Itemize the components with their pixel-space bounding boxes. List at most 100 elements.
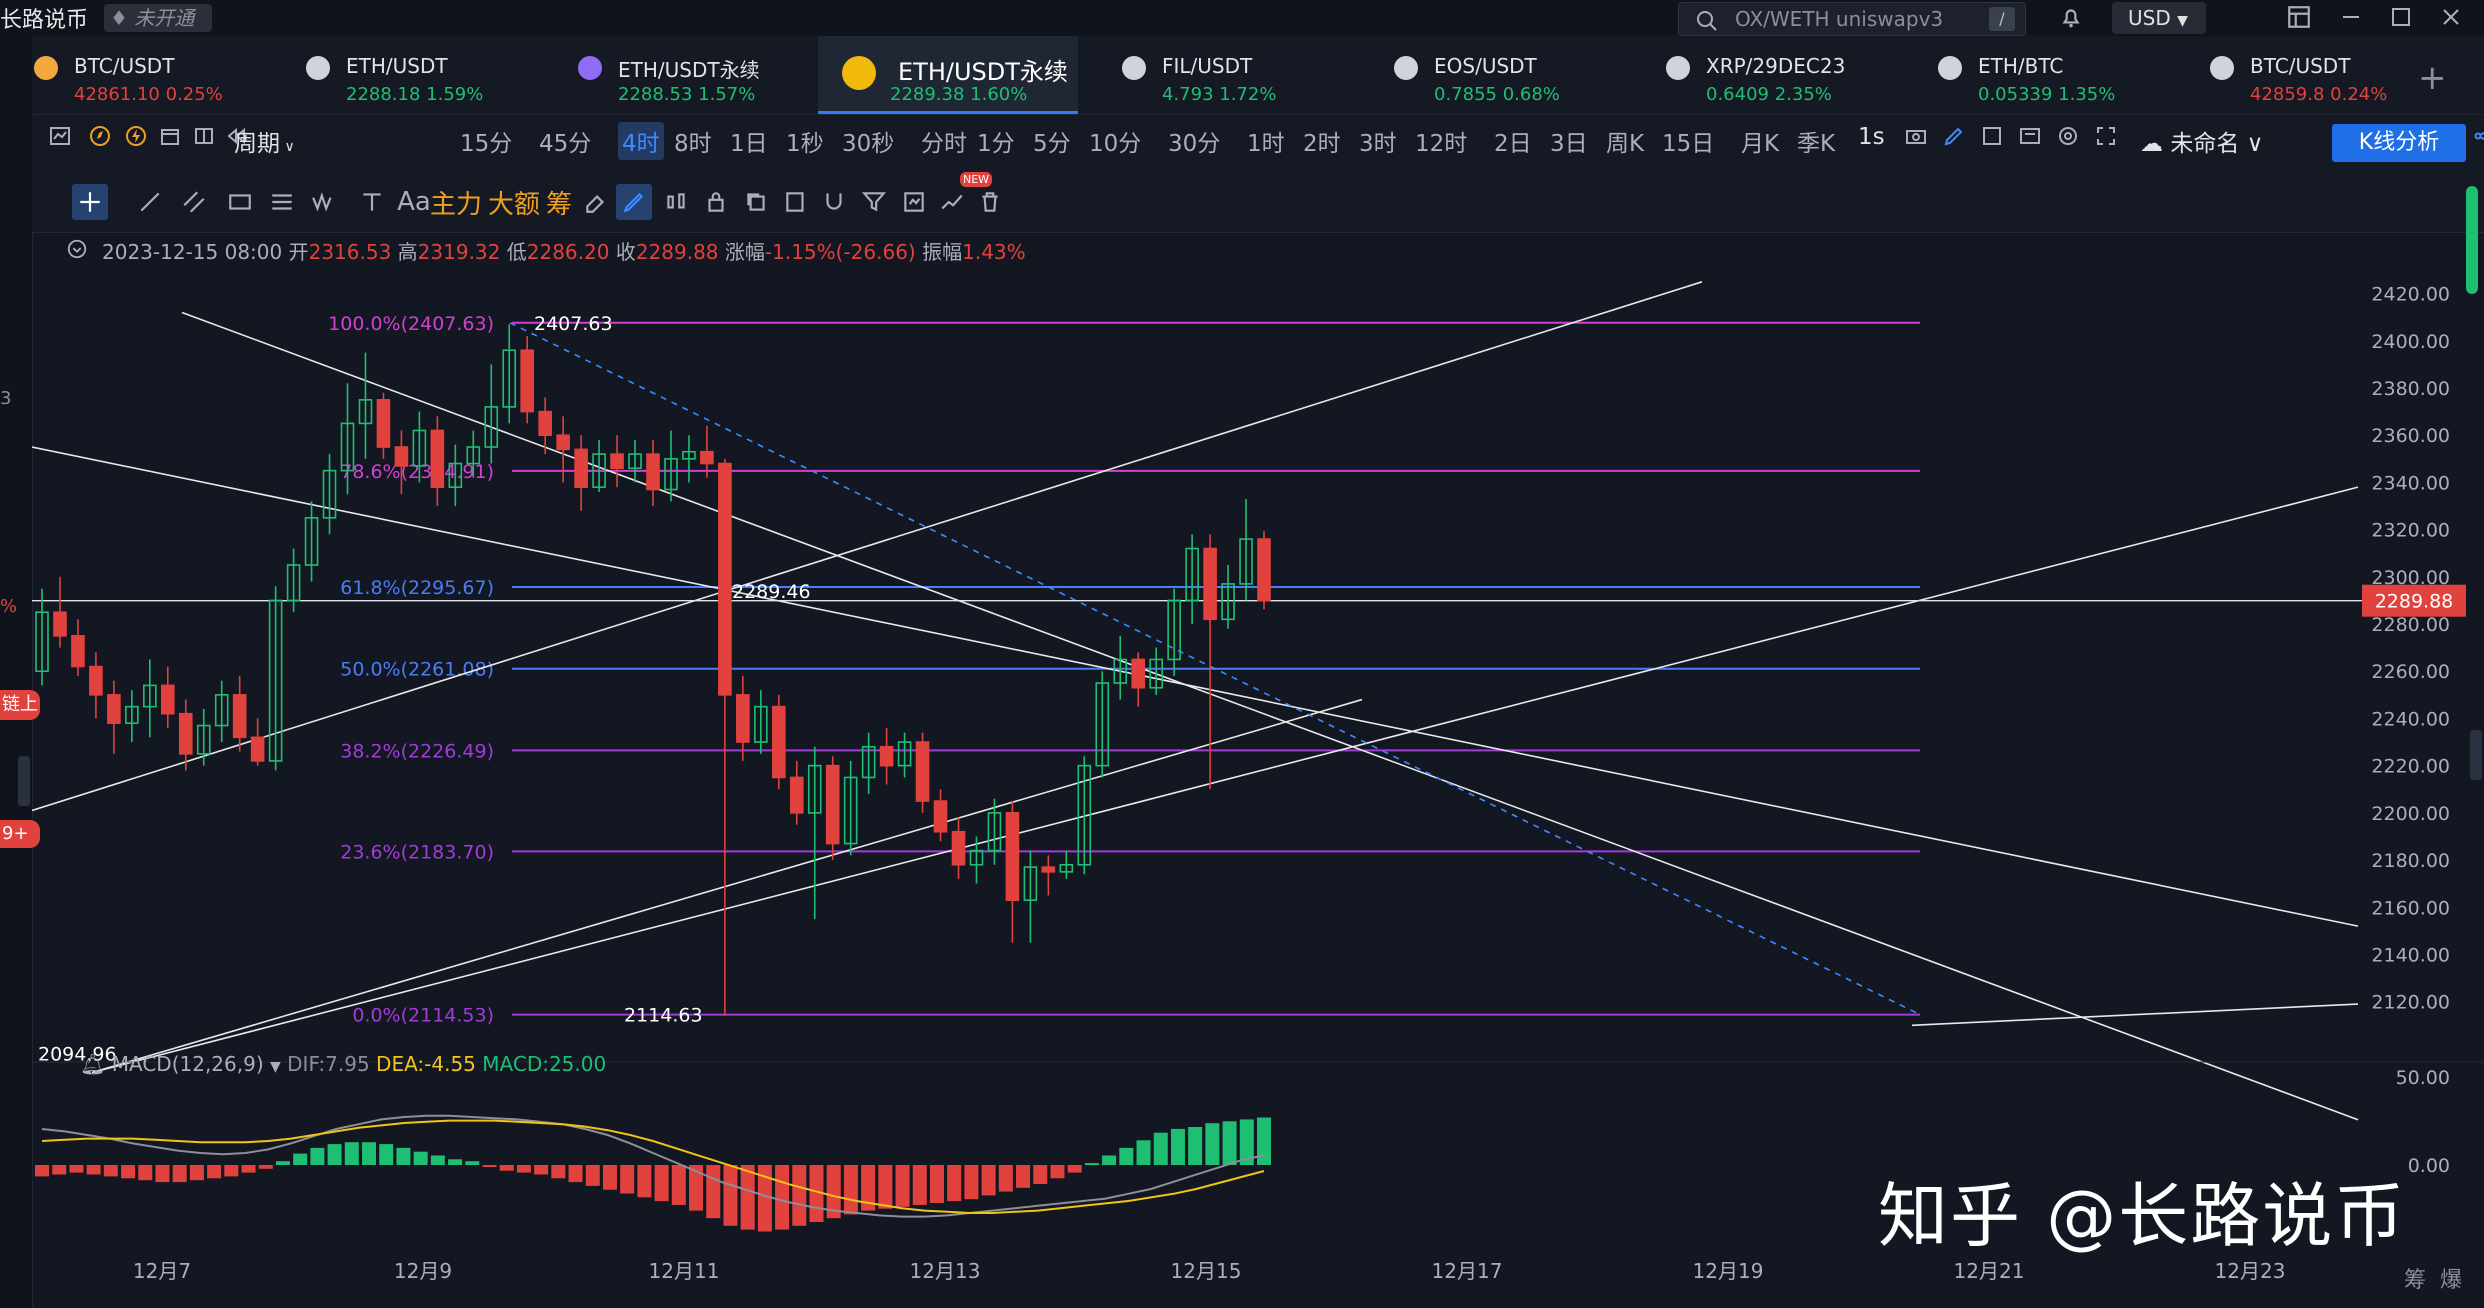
- macd-bar: [275, 1161, 290, 1165]
- period-item[interactable]: 2日: [1494, 131, 1532, 157]
- chart-type-icon[interactable]: [48, 124, 72, 154]
- macd-label[interactable]: MACD(12,26,9): [111, 1052, 264, 1076]
- minimize-icon[interactable]: [2336, 2, 2366, 32]
- period-item[interactable]: 3时: [1359, 131, 1397, 157]
- period-item[interactable]: 15日: [1662, 131, 1715, 157]
- lightning-icon[interactable]: [124, 124, 148, 154]
- compass-icon[interactable]: [88, 124, 112, 154]
- ticker-tab[interactable]: FIL/USDT 4.793 1.72%: [1090, 36, 1362, 114]
- calendar-icon[interactable]: [158, 124, 182, 154]
- right-scrollbar[interactable]: [2466, 186, 2478, 294]
- period-item[interactable]: 3日: [1550, 131, 1588, 157]
- period-item[interactable]: 1秒: [786, 131, 824, 157]
- measure-icon[interactable]: [354, 184, 390, 220]
- edit-icon[interactable]: [778, 184, 814, 220]
- period-item[interactable]: 30秒: [842, 131, 895, 157]
- layout-icon[interactable]: [2284, 2, 2314, 32]
- notification-count[interactable]: 9+: [0, 820, 40, 848]
- candle-pattern-icon[interactable]: [658, 184, 694, 220]
- period-item[interactable]: 1分: [977, 131, 1015, 157]
- chevron-down-icon[interactable]: ▼: [270, 1059, 281, 1075]
- filter-icon[interactable]: [856, 184, 892, 220]
- ticker-tab[interactable]: ETH/USDT永续 2288.53 1.57%: [546, 36, 818, 114]
- eye-toggle-icon[interactable]: [66, 238, 88, 260]
- footer-chip-icon[interactable]: 筹: [2404, 1268, 2427, 1293]
- camera-icon[interactable]: [1904, 124, 1928, 154]
- period-item[interactable]: 2时: [1303, 131, 1341, 157]
- fib-level-label: 23.6%(2183.70): [340, 841, 494, 863]
- period-item[interactable]: 12时: [1415, 131, 1468, 157]
- text-tool-icon[interactable]: Aa: [397, 187, 431, 217]
- strategy-icon[interactable]: [934, 184, 970, 220]
- eraser-icon[interactable]: [578, 184, 614, 220]
- chip-tool[interactable]: 筹: [546, 190, 573, 220]
- period-item[interactable]: 45分: [539, 131, 592, 157]
- indicator-icon[interactable]: [2018, 124, 2042, 154]
- period-item[interactable]: 5分: [1033, 131, 1071, 157]
- ticker-tab[interactable]: BTC/USDT 42859.8 0.24%: [2178, 36, 2450, 114]
- y-tick-label: 2340.00: [2371, 472, 2450, 494]
- candle-body: [466, 446, 481, 465]
- price-chart[interactable]: 2420.00 2400.00 2380.00 2360.00 2340.00 2320.…: [32, 230, 2484, 1308]
- currency-select[interactable]: USD ▼: [2112, 2, 2206, 34]
- period-item[interactable]: 8时: [674, 131, 712, 157]
- sync-icon[interactable]: [896, 184, 932, 220]
- interval-1s[interactable]: 1s: [1858, 124, 1885, 150]
- ticker-tab[interactable]: EOS/USDT 0.7855 0.68%: [1362, 36, 1634, 114]
- period-item[interactable]: 周K: [1606, 131, 1645, 157]
- large-order-tool[interactable]: 大额: [488, 190, 541, 220]
- search-input[interactable]: OX/WETH uniswapv3 /: [1678, 2, 2026, 36]
- crosshair-icon[interactable]: [72, 184, 108, 220]
- macd-bar: [654, 1165, 669, 1202]
- copy-icon[interactable]: [738, 184, 774, 220]
- period-item[interactable]: 4时: [618, 122, 664, 160]
- onchain-tag[interactable]: 链上: [0, 690, 40, 720]
- period-item[interactable]: 15分: [460, 131, 513, 157]
- period-item[interactable]: 10分: [1089, 131, 1142, 157]
- layout-name[interactable]: ☁ 未命名 ∨: [2140, 131, 2264, 157]
- kline-analysis-button[interactable]: K线分析: [2332, 124, 2466, 162]
- period-item[interactable]: 月K: [1741, 131, 1780, 157]
- status-badge[interactable]: ♦ 未开通: [104, 4, 212, 32]
- period-item[interactable]: 1日: [730, 131, 768, 157]
- ticker-tab[interactable]: ETH/USDT 2288.18 1.59%: [274, 36, 546, 114]
- fullscreen-icon[interactable]: [2094, 124, 2118, 154]
- trash-icon[interactable]: [972, 184, 1008, 220]
- period-item[interactable]: 分时: [921, 131, 967, 157]
- alert-icon[interactable]: [1980, 124, 2004, 154]
- pen-icon[interactable]: [1942, 124, 1966, 154]
- period-item[interactable]: 30分: [1168, 131, 1221, 157]
- close-icon[interactable]: [2436, 2, 2466, 32]
- ticker-tab[interactable]: ETH/BTC 0.05339 1.35%: [1906, 36, 2178, 114]
- share-icon[interactable]: [2472, 124, 2484, 154]
- main-force-tool[interactable]: 主力: [430, 190, 483, 220]
- left-collapse-handle[interactable]: [18, 756, 30, 806]
- maximize-icon[interactable]: [2386, 2, 2416, 32]
- bell-icon[interactable]: [2056, 2, 2086, 32]
- period-select[interactable]: 周期 ∨: [234, 124, 295, 158]
- period-item[interactable]: 季K: [1797, 131, 1836, 157]
- trendline-icon[interactable]: [132, 184, 168, 220]
- settings-icon[interactable]: [2056, 124, 2080, 154]
- open-label: 开: [288, 240, 309, 264]
- ticker-tab[interactable]: BTC/USDT 42861.10 0.25%: [2, 36, 274, 114]
- right-collapse-handle[interactable]: [2470, 730, 2482, 780]
- footer-liquidation-icon[interactable]: 爆: [2440, 1268, 2463, 1293]
- fib-icon[interactable]: [264, 184, 300, 220]
- status-badge-label: 未开通: [134, 6, 195, 30]
- rewind-icon[interactable]: [224, 124, 248, 154]
- parallel-channel-icon[interactable]: [176, 184, 212, 220]
- book-icon[interactable]: [192, 124, 216, 154]
- rectangle-icon[interactable]: [222, 184, 258, 220]
- lock-icon[interactable]: [698, 184, 734, 220]
- ticker-tab[interactable]: XRP/29DEC23 0.6409 2.35%: [1634, 36, 1906, 114]
- bell-icon[interactable]: 🔔︎: [80, 1052, 106, 1076]
- period-item[interactable]: 1时: [1247, 131, 1285, 157]
- magnet-icon[interactable]: [816, 184, 852, 220]
- brush-icon[interactable]: [616, 184, 652, 220]
- wave-icon[interactable]: [306, 184, 342, 220]
- candle-body: [394, 446, 409, 467]
- macd-bar: [1205, 1123, 1220, 1165]
- add-ticker-icon[interactable]: +: [2418, 58, 2447, 98]
- ticker-tab[interactable]: ETH/USDT永续 2289.38 1.60%: [818, 36, 1078, 114]
